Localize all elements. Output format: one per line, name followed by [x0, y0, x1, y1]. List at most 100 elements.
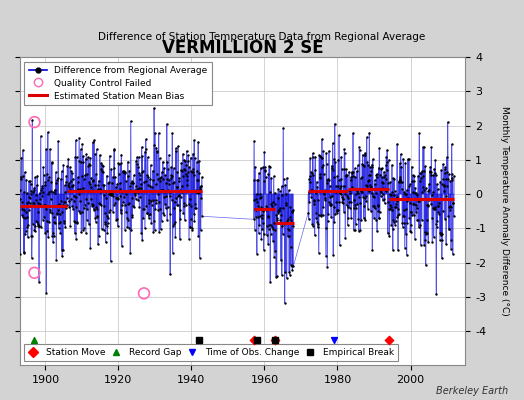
Point: [94, 241, 102, 248]
Point: [268, 206, 276, 213]
Point: [27, 191, 35, 197]
Point: [338, 194, 346, 201]
Point: [82, 230, 90, 236]
Point: [95, 200, 104, 207]
Point: [314, 197, 322, 203]
Point: [107, 166, 115, 172]
Point: [125, 225, 133, 231]
Point: [68, 203, 76, 210]
Point: [198, 182, 206, 189]
Point: [345, 199, 354, 206]
Point: [56, 211, 64, 217]
Point: [370, 177, 379, 183]
Point: [284, 226, 292, 232]
Point: [128, 212, 136, 218]
Point: [198, 174, 206, 180]
Point: [446, 178, 454, 184]
Point: [402, 191, 410, 198]
Point: [417, 170, 425, 176]
Point: [45, 174, 53, 180]
Point: [71, 154, 80, 161]
Text: Berkeley Earth: Berkeley Earth: [436, 386, 508, 396]
Point: [185, 196, 194, 202]
Point: [32, 218, 40, 224]
Point: [144, 214, 152, 221]
Point: [271, 247, 279, 254]
Point: [397, 151, 405, 157]
Point: [249, 216, 258, 222]
Point: [374, 207, 383, 214]
Point: [159, 176, 167, 182]
Point: [261, 174, 270, 180]
Point: [24, 222, 32, 229]
Point: [42, 290, 50, 296]
Point: [353, 168, 361, 174]
Point: [318, 136, 326, 143]
Point: [319, 162, 327, 168]
Point: [372, 216, 380, 223]
Point: [250, 177, 259, 184]
Point: [418, 189, 427, 195]
Point: [395, 160, 403, 166]
Point: [255, 222, 264, 228]
Point: [278, 272, 286, 278]
Point: [158, 187, 167, 193]
Point: [86, 244, 95, 251]
Point: [51, 190, 59, 196]
Point: [61, 224, 69, 230]
Point: [130, 190, 139, 196]
Point: [105, 190, 114, 197]
Point: [45, 219, 53, 225]
Point: [134, 154, 143, 161]
Point: [283, 174, 291, 181]
Point: [44, 234, 52, 240]
Point: [384, 180, 392, 186]
Point: [386, 206, 394, 212]
Point: [33, 172, 41, 179]
Point: [141, 136, 150, 143]
Point: [124, 201, 133, 207]
Point: [198, 213, 206, 220]
Point: [269, 226, 278, 232]
Point: [254, 214, 262, 220]
Point: [447, 236, 455, 243]
Point: [49, 214, 58, 221]
Point: [371, 181, 379, 188]
Point: [65, 204, 73, 210]
Point: [421, 236, 430, 243]
Point: [421, 262, 430, 268]
Point: [276, 220, 285, 226]
Point: [183, 169, 192, 175]
Point: [123, 188, 131, 194]
Point: [317, 154, 325, 160]
Point: [388, 226, 397, 232]
Point: [23, 190, 31, 196]
Point: [161, 201, 169, 208]
Point: [177, 194, 185, 200]
Point: [172, 194, 180, 201]
Point: [148, 188, 156, 194]
Point: [336, 190, 344, 196]
Point: [446, 204, 455, 210]
Point: [57, 197, 66, 204]
Point: [55, 201, 63, 207]
Point: [376, 172, 385, 178]
Point: [262, 207, 270, 213]
Point: [379, 174, 388, 180]
Point: [46, 207, 54, 213]
Point: [397, 179, 405, 185]
Point: [106, 190, 114, 197]
Point: [139, 214, 148, 221]
Point: [311, 154, 320, 160]
Point: [414, 216, 422, 223]
Point: [103, 230, 112, 236]
Point: [431, 206, 439, 212]
Point: [276, 205, 284, 211]
Point: [372, 172, 380, 178]
Point: [87, 174, 95, 181]
Point: [410, 178, 418, 185]
Point: [150, 227, 159, 233]
Point: [108, 174, 117, 180]
Point: [436, 230, 445, 236]
Point: [140, 206, 148, 212]
